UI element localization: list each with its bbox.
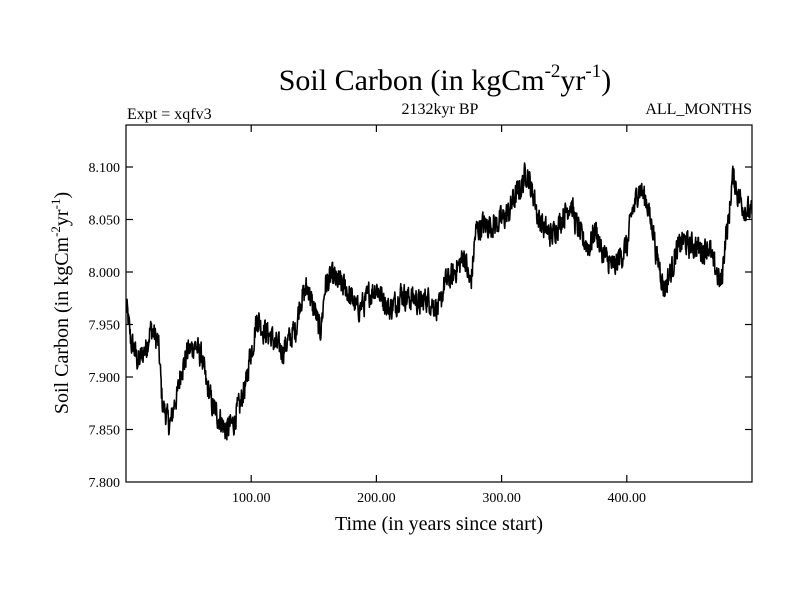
- x-axis-label: Time (in years since start): [335, 513, 543, 535]
- chart-title: Soil Carbon (in kgCm-2yr-1): [279, 61, 612, 97]
- y-tick-label-4: 8.000: [89, 266, 121, 281]
- series-line-0: [126, 162, 752, 441]
- y-tick-label-1: 7.850: [89, 424, 121, 439]
- experiment-label: Expt = xqfv3: [127, 106, 212, 123]
- x-axis-ticks: 100.00 200.00 300.00 400.00: [232, 125, 646, 506]
- y-axis-label: Soil Carbon (in kgCm-2yr-1): [48, 192, 73, 414]
- y-tick-label-2: 7.900: [89, 371, 121, 386]
- months-label: ALL_MONTHS: [645, 101, 752, 118]
- x-tick-label-0: 100.00: [232, 491, 271, 506]
- x-tick-label-2: 300.00: [482, 491, 521, 506]
- y-tick-label-6: 8.100: [89, 161, 121, 176]
- y-axis-ticks: 7.800 7.850 7.900 7.950 8.000 8.050 8.100: [89, 161, 752, 491]
- period-label: 2132kyr BP: [402, 101, 479, 118]
- x-tick-label-3: 400.00: [608, 491, 647, 506]
- y-tick-label-3: 7.950: [89, 319, 121, 334]
- plot-area: [125, 124, 753, 483]
- y-tick-label-0: 7.800: [89, 476, 121, 491]
- series-layer: [126, 162, 752, 441]
- y-tick-label-5: 8.050: [89, 214, 121, 229]
- x-tick-label-1: 200.00: [357, 491, 396, 506]
- plot-frame: [125, 124, 753, 483]
